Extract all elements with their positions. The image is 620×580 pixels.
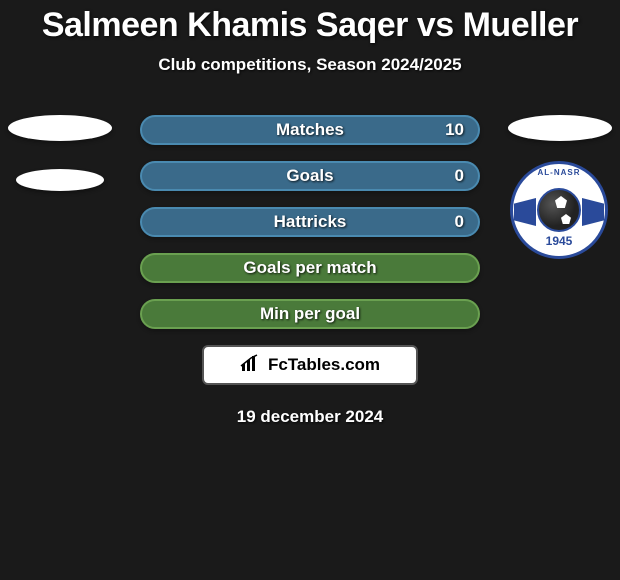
club-badge: AL-NASR 1945 — [510, 161, 610, 261]
bar-chart-icon — [240, 354, 262, 377]
left-placeholder-ellipse-1 — [8, 115, 112, 141]
right-placeholder-ellipse — [508, 115, 612, 141]
football-icon — [537, 188, 581, 232]
stat-bar-label: Matches — [276, 120, 344, 140]
badge-year: 1945 — [546, 234, 573, 248]
right-player-column: AL-NASR 1945 — [500, 115, 620, 261]
brand-badge: FcTables.com — [202, 345, 418, 385]
badge-circle: AL-NASR 1945 — [510, 161, 608, 259]
stat-bar-label: Min per goal — [260, 304, 360, 324]
stat-bar-goals-per-match: Goals per match — [140, 253, 480, 283]
wing-left-icon — [514, 198, 536, 226]
stat-bars: Matches 10 Goals 0 Hattricks 0 Goals per match… — [140, 115, 480, 329]
stat-bar-goals: Goals 0 — [140, 161, 480, 191]
page-title: Salmeen Khamis Saqer vs Mueller — [0, 0, 620, 45]
stat-bar-value-right: 0 — [455, 166, 464, 186]
left-placeholder-ellipse-2 — [16, 169, 104, 191]
badge-top-text: AL-NASR — [538, 168, 581, 177]
stat-bar-label: Goals — [286, 166, 333, 186]
stat-bar-value-right: 0 — [455, 212, 464, 232]
wing-right-icon — [582, 198, 604, 226]
stat-bar-min-per-goal: Min per goal — [140, 299, 480, 329]
stat-bar-hattricks: Hattricks 0 — [140, 207, 480, 237]
stat-bar-label: Goals per match — [243, 258, 376, 278]
date-text: 19 december 2024 — [0, 407, 620, 427]
subtitle: Club competitions, Season 2024/2025 — [0, 55, 620, 75]
stat-bar-matches: Matches 10 — [140, 115, 480, 145]
left-player-column — [0, 115, 120, 191]
stat-bar-label: Hattricks — [274, 212, 347, 232]
comparison-content: AL-NASR 1945 Matches10Goals0Hattricks0Go… — [0, 115, 620, 427]
stat-bar-value-right: 10 — [445, 120, 464, 140]
brand-text: FcTables.com — [268, 355, 380, 375]
